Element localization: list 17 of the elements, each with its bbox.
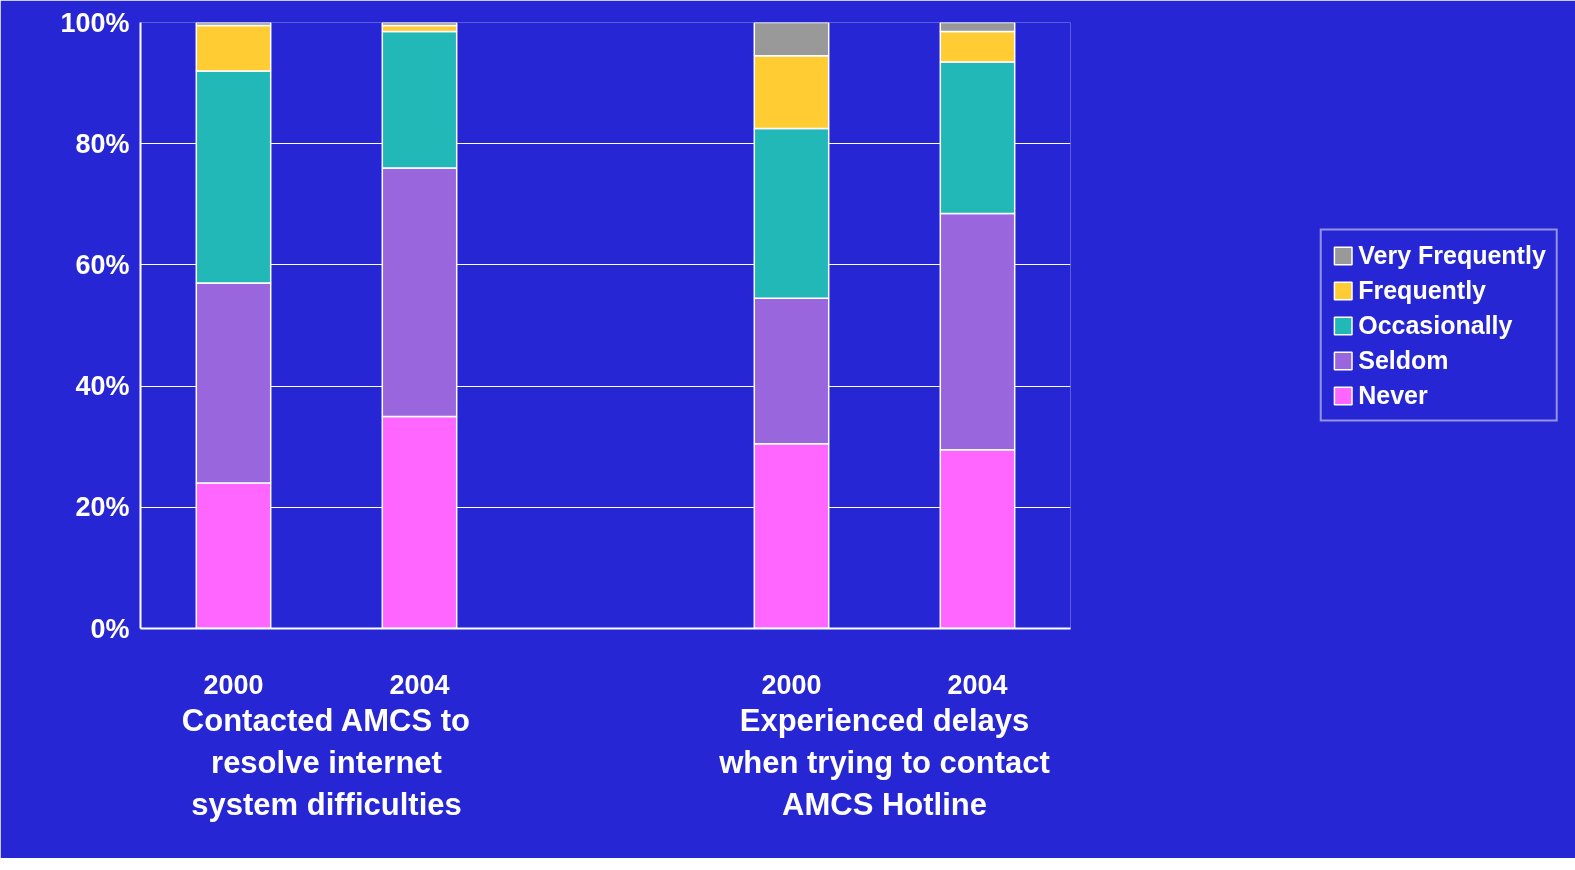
y-tick-label: 40% [75, 371, 130, 402]
x-tick-label: 2004 [947, 669, 1008, 700]
y-tick-label: 20% [75, 492, 130, 523]
legend-label: Occasionally [1358, 310, 1513, 340]
y-tick-label: 80% [75, 128, 130, 159]
y-tick-label: 60% [75, 249, 130, 280]
legend-label: Frequently [1358, 275, 1487, 305]
text: Contacted AMCS to resolve internet system difficulties [181, 702, 471, 822]
x-tick-label: 2004 [389, 669, 450, 700]
x-tick-label: 2000 [203, 669, 264, 700]
legend-label: Never [1358, 380, 1428, 410]
y-tick-label: 100% [60, 7, 130, 38]
text: Experienced delays when trying to contact AMCS Hotline [718, 702, 1050, 822]
y-tick-label: 0% [90, 613, 130, 644]
legend-label: Seldom [1358, 345, 1449, 375]
legend-label: Very Frequently [1358, 240, 1546, 270]
x-tick-label: 2000 [761, 669, 822, 700]
